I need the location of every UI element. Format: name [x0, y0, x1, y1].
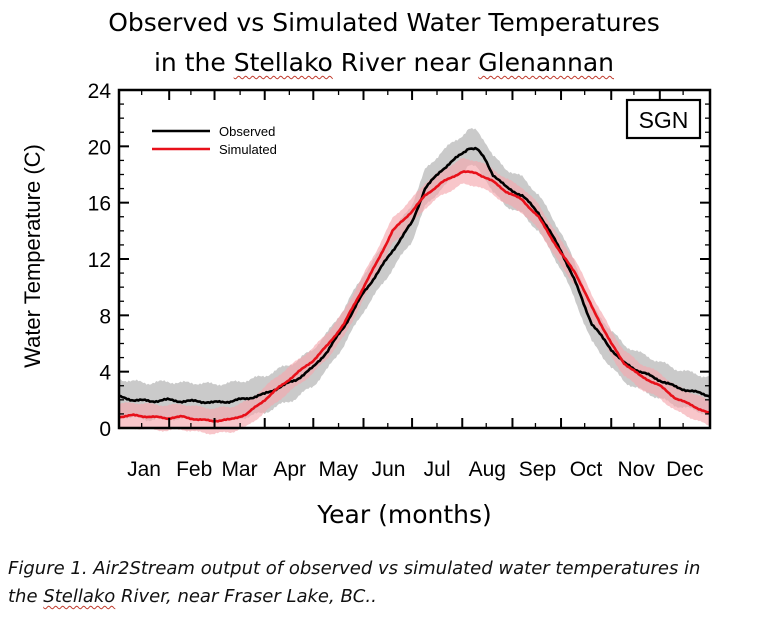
x-axis-label: Year (months): [316, 500, 492, 529]
simulated-line: [118, 170, 711, 423]
x-tick-label-feb: Feb: [176, 458, 212, 481]
legend: Observed Simulated: [152, 124, 277, 157]
caption-river-name: Stellako: [43, 586, 116, 607]
x-tick-label-oct: Oct: [570, 458, 603, 481]
y-tick-label: 4: [99, 362, 111, 385]
observed-range-band: [119, 128, 710, 423]
y-axis-label: Water Temperature (C): [20, 144, 45, 368]
x-tick-label-jun: Jun: [372, 458, 406, 481]
x-tick-label-may: May: [318, 458, 358, 481]
station-box-frame: [625, 98, 702, 140]
figure-caption-line-2: the Stellako River, near Fraser Lake, BC…: [8, 583, 760, 610]
title-place-name: Glenannan: [478, 48, 615, 77]
x-tick-label-apr: Apr: [273, 458, 306, 481]
legend-label-observed: Observed: [219, 124, 275, 139]
y-tick-label: 24: [88, 80, 112, 103]
legend-label-simulated: Simulated: [219, 142, 277, 157]
y-tick-label: 12: [88, 249, 111, 272]
x-tick-label-mar: Mar: [221, 458, 257, 481]
x-tick-label-jul: Jul: [424, 458, 451, 481]
x-tick-label-sep: Sep: [519, 458, 556, 481]
x-axis: Jan Feb Mar Apr May Jun Jul Aug Sep Oct Nov Dec: [118, 90, 703, 481]
series-lines: [118, 146, 711, 423]
x-tick-label-aug: Aug: [469, 458, 506, 481]
title-text-1: in the: [153, 48, 234, 77]
y-tick-label: 0: [99, 418, 111, 441]
x-tick-label-jan: Jan: [127, 458, 161, 481]
caption-text-1: the: [8, 586, 44, 607]
x-tick-label-nov: Nov: [618, 458, 656, 481]
y-tick-label: 20: [88, 136, 111, 159]
water-temperature-chart: 0 4 8 12 16 20 24 Jan Feb Mar Apr May Jun Jul Aug Sep O…: [20, 80, 712, 529]
observed-line: [118, 146, 711, 405]
chart-title-line-2: in the Stellako River near Glenannan: [0, 44, 768, 82]
y-axis: 0 4 8 12 16 20 24: [88, 80, 710, 441]
station-label-box: SGN: [625, 98, 702, 140]
caption-text-2: River, near Fraser Lake, BC..: [115, 586, 377, 607]
title-text-2: River near: [332, 48, 479, 77]
y-tick-label: 8: [99, 305, 111, 328]
station-label: SGN: [639, 107, 689, 133]
y-tick-label: 16: [88, 193, 111, 216]
title-river-name: Stellako: [233, 48, 333, 77]
chart-title-line-1: Observed vs Simulated Water Temperatures: [108, 8, 660, 37]
x-tick-label-dec: Dec: [666, 458, 703, 481]
figure-caption-line-1: Figure 1. Air2Stream output of observed …: [8, 558, 701, 579]
uncertainty-bands: [119, 128, 710, 435]
